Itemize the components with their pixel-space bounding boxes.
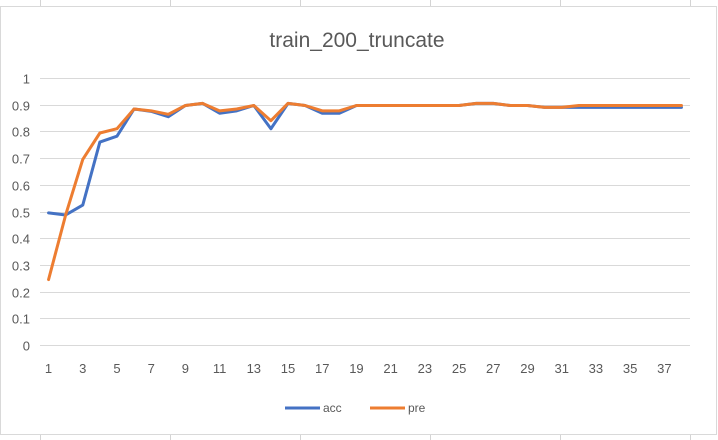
x-tick-label: 9 — [182, 361, 189, 376]
y-tick-label: 0.3 — [12, 259, 30, 274]
series-line-pre — [47, 101, 683, 282]
x-tick-label: 7 — [148, 361, 155, 376]
sheet-cell-lines — [40, 0, 691, 440]
y-tick-label: 0.8 — [12, 125, 30, 140]
y-tick-label: 0.7 — [12, 152, 30, 167]
x-tick-label: 35 — [623, 361, 637, 376]
legend: acc pre — [285, 401, 426, 415]
x-tick-label: 31 — [554, 361, 568, 376]
x-tick-label: 13 — [247, 361, 261, 376]
series-lines — [47, 101, 683, 282]
y-tick-label: 0.1 — [12, 312, 30, 327]
x-tick-label: 21 — [383, 361, 397, 376]
y-tick-label: 0.6 — [12, 179, 30, 194]
x-axis-tick-labels: 1 3 5 7 9 11 13 15 17 19 21 23 25 27 29 31 33 35 37 — [45, 361, 672, 376]
legend-label-pre: pre — [408, 401, 426, 415]
x-tick-label: 3 — [79, 361, 86, 376]
y-tick-label: 1 — [23, 72, 30, 87]
x-tick-label: 5 — [113, 361, 120, 376]
x-tick-label: 19 — [349, 361, 363, 376]
x-tick-label: 11 — [213, 361, 227, 376]
chart-title: train_200_truncate — [269, 29, 444, 52]
x-tick-label: 23 — [418, 361, 432, 376]
chart-border — [0, 6, 717, 435]
y-axis-tick-labels: 0 0.1 0.2 0.3 0.4 0.5 0.6 0.7 0.8 0.9 1 — [12, 72, 30, 354]
x-tick-label: 15 — [281, 361, 295, 376]
x-tick-label: 25 — [452, 361, 466, 376]
legend-label-acc: acc — [323, 401, 342, 415]
x-tick-label: 29 — [520, 361, 534, 376]
x-tick-label: 33 — [589, 361, 603, 376]
y-tick-label: 0.9 — [12, 99, 30, 114]
y-tick-label: 0.4 — [12, 232, 30, 247]
y-tick-label: 0.5 — [12, 206, 30, 221]
x-tick-label: 17 — [315, 361, 329, 376]
x-tick-label: 37 — [657, 361, 671, 376]
y-tick-label: 0.2 — [12, 286, 30, 301]
x-tick-label: 1 — [45, 361, 52, 376]
x-tick-label: 27 — [486, 361, 500, 376]
y-tick-label: 0 — [23, 339, 30, 354]
